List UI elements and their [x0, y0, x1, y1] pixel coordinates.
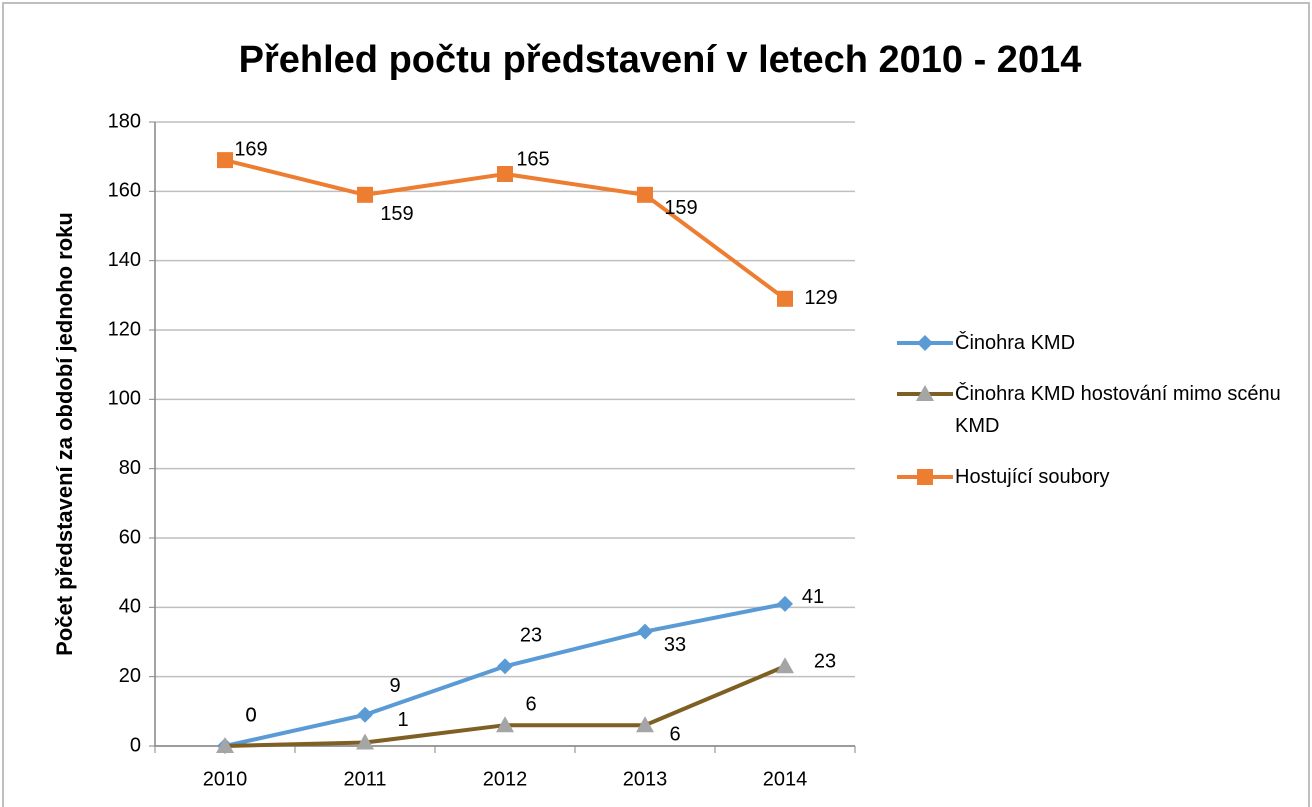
- y-tick-label: 80: [119, 457, 141, 479]
- series-line: [224, 664, 786, 748]
- data-label: 23: [814, 651, 836, 673]
- legend-item: Činohra KMD: [895, 330, 1295, 359]
- legend-label: Činohra KMD hostování mimo scénu KMD: [955, 383, 1281, 437]
- y-tick-label: 100: [108, 388, 141, 410]
- chart-title: Přehled počtu představení v letech 2010 …: [239, 39, 1082, 81]
- y-tick-label: 0: [130, 734, 141, 756]
- legend-swatch: [897, 385, 953, 401]
- marker: [356, 733, 374, 750]
- x-tick-label: 2012: [483, 768, 528, 790]
- marker: [917, 469, 933, 485]
- y-tick-label: 180: [108, 110, 141, 132]
- data-label: 33: [664, 634, 686, 656]
- x-tick-label: 2014: [763, 768, 808, 790]
- marker: [916, 385, 934, 401]
- data-label: 9: [389, 675, 400, 697]
- data-label: 23: [520, 625, 542, 647]
- marker: [357, 186, 373, 203]
- legend-item: Hostující soubory: [895, 464, 1295, 493]
- marker: [496, 716, 514, 733]
- y-tick-label: 60: [119, 526, 141, 548]
- legend-label: Hostující soubory: [955, 466, 1110, 488]
- y-tick-label: 140: [108, 249, 141, 271]
- data-label: 159: [664, 197, 697, 219]
- data-label: 169: [234, 138, 267, 160]
- legend-item: Činohra KMD hostování mimo scénu KMD: [895, 381, 1295, 442]
- data-label: 1: [397, 709, 408, 731]
- marker: [217, 152, 233, 169]
- x-tick-label: 2010: [203, 768, 248, 790]
- data-label: 159: [380, 203, 413, 225]
- y-tick-label: 120: [108, 318, 141, 340]
- legend-swatch: [897, 335, 953, 351]
- marker: [497, 166, 513, 182]
- marker: [777, 595, 793, 612]
- marker: [777, 290, 793, 307]
- marker: [776, 657, 794, 674]
- data-label: 129: [804, 287, 837, 309]
- data-label: 0: [245, 704, 256, 726]
- x-tick-label: 2011: [343, 768, 386, 790]
- y-tick-label: 40: [119, 596, 141, 618]
- data-label: 41: [802, 586, 824, 608]
- y-tick-label: 20: [119, 665, 141, 687]
- data-label: 6: [669, 723, 680, 745]
- marker: [497, 658, 513, 675]
- data-label: 165: [516, 148, 549, 170]
- legend: Činohra KMD Činohra KMD hostování mimo sc…: [895, 330, 1295, 515]
- legend-label: Činohra KMD: [955, 332, 1076, 354]
- marker: [637, 186, 653, 203]
- data-label: 0: [245, 704, 256, 726]
- legend-swatch: [897, 469, 953, 485]
- marker: [357, 706, 373, 723]
- marker: [636, 716, 654, 733]
- marker: [917, 335, 933, 351]
- x-tick-label: 2013: [623, 768, 668, 790]
- marker: [637, 623, 653, 640]
- y-axis-title: Počet představení za období jednoho roku: [52, 212, 77, 656]
- marker: [216, 737, 234, 753]
- y-tick-label: 160: [108, 180, 141, 202]
- data-label: 6: [525, 693, 536, 715]
